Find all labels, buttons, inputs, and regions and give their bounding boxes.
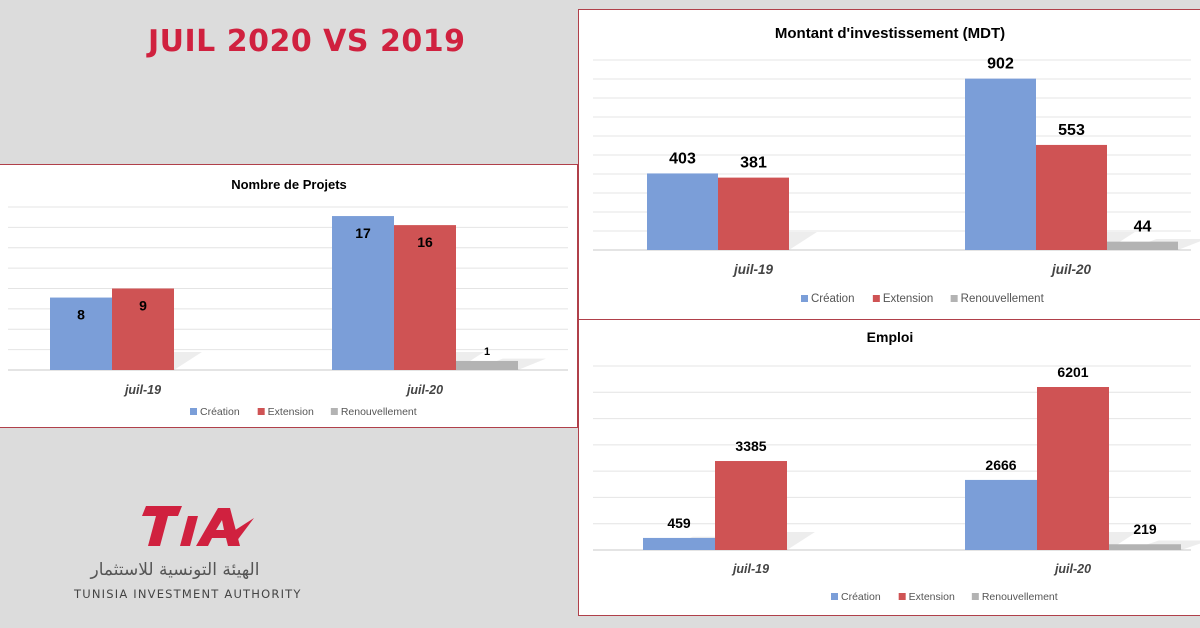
category-label: juil-19 <box>123 383 161 397</box>
chart-projets: Nombre de Projets 8 9 juil-19 17 16 1 juil-20 Cr… <box>8 177 568 418</box>
bar-extension-juil-20 <box>394 225 456 370</box>
bar-creation-juil-19 <box>643 537 715 550</box>
legend-label-extension: Extension <box>883 293 934 305</box>
bar-renouvellement-juil-20 <box>1109 544 1181 550</box>
bar-renouvellement-juil-20 <box>456 360 518 370</box>
bar-extension-juil-19 <box>112 288 174 370</box>
data-label: 459 <box>667 515 691 531</box>
legend-label-creation: Création <box>841 591 881 603</box>
legend-swatch-renouvellement <box>971 593 979 600</box>
category-label: juil-19 <box>731 562 769 576</box>
legend-swatch-extension <box>898 593 906 600</box>
legend-label-extension: Extension <box>909 591 955 603</box>
legend-swatch-creation <box>801 295 808 302</box>
bar-creation-juil-20 <box>332 216 394 370</box>
legend-swatch-renouvellement <box>330 408 338 415</box>
chart-title: Montant d'investissement (MDT) <box>775 25 1005 42</box>
legend-swatch-renouvellement <box>950 295 958 302</box>
tia-logo-mark <box>142 506 254 546</box>
bar-extension-juil-19 <box>715 461 787 550</box>
data-label: 403 <box>669 150 696 167</box>
logo-english-name: TUNISIA INVESTMENT AUTHORITY <box>74 587 302 601</box>
legend-label-renouvellement: Renouvellement <box>341 406 417 418</box>
chart-panel-emploi: Emploi 459 3385 juil-19 2666 6201 219 juil-20 Cr… <box>578 319 1200 616</box>
bar-renouvellement-juil-20 <box>1107 241 1178 250</box>
bar-creation-juil-19 <box>647 173 718 250</box>
legend-label-renouvellement: Renouvellement <box>961 293 1045 305</box>
chart-emploi: Emploi 459 3385 juil-19 2666 6201 219 juil-20 Cr… <box>593 329 1200 603</box>
category-label: juil-20 <box>1053 562 1091 576</box>
data-label: 9 <box>139 298 147 314</box>
category-label: juil-20 <box>1050 262 1092 277</box>
page-headline: JUIL 2020 VS 2019 <box>148 24 466 59</box>
data-label: 553 <box>1058 122 1085 139</box>
data-label: 219 <box>1133 521 1157 537</box>
chart-title: Nombre de Projets <box>231 177 347 192</box>
bar-extension-juil-20 <box>1036 144 1107 250</box>
bar-extension-juil-19 <box>718 177 789 250</box>
legend-swatch-creation <box>831 593 838 600</box>
data-label: 16 <box>417 234 433 250</box>
bar-extension-juil-20 <box>1037 387 1109 550</box>
logo-arabic-name: الهيئة التونسية للاستثمار <box>90 560 260 580</box>
legend-label-extension: Extension <box>268 406 314 418</box>
data-label: 2666 <box>985 457 1016 473</box>
bar-creation-juil-20 <box>965 479 1037 550</box>
chart-panel-projets: Nombre de Projets 8 9 juil-19 17 16 1 juil-20 Cr… <box>0 164 578 428</box>
data-label: 3385 <box>735 438 766 454</box>
bar-creation-juil-19 <box>50 297 112 370</box>
chart-investissement: Montant d'investissement (MDT) 403 381 juil… <box>593 25 1200 305</box>
legend-label-creation: Création <box>200 406 240 418</box>
legend-swatch-extension <box>257 408 265 415</box>
category-label: juil-20 <box>405 383 443 397</box>
bar-creation-juil-20 <box>965 78 1036 251</box>
legend-swatch-extension <box>872 295 880 302</box>
data-label: 17 <box>355 225 371 241</box>
data-label: 8 <box>77 307 85 323</box>
data-label: 902 <box>987 56 1014 73</box>
chart-title: Emploi <box>867 329 914 345</box>
legend-label-creation: Création <box>811 293 854 305</box>
chart-panel-investissement: Montant d'investissement (MDT) 403 381 juil… <box>578 9 1200 320</box>
tia-logo: الهيئة التونسية للاستثمار TUNISIA INVEST… <box>60 496 300 606</box>
data-label: 381 <box>740 155 767 172</box>
data-label: 1 <box>484 346 490 358</box>
legend-label-renouvellement: Renouvellement <box>982 591 1058 603</box>
legend-swatch-creation <box>190 408 197 415</box>
data-label: 6201 <box>1057 364 1088 380</box>
category-label: juil-19 <box>732 262 774 277</box>
data-label: 44 <box>1134 219 1152 236</box>
